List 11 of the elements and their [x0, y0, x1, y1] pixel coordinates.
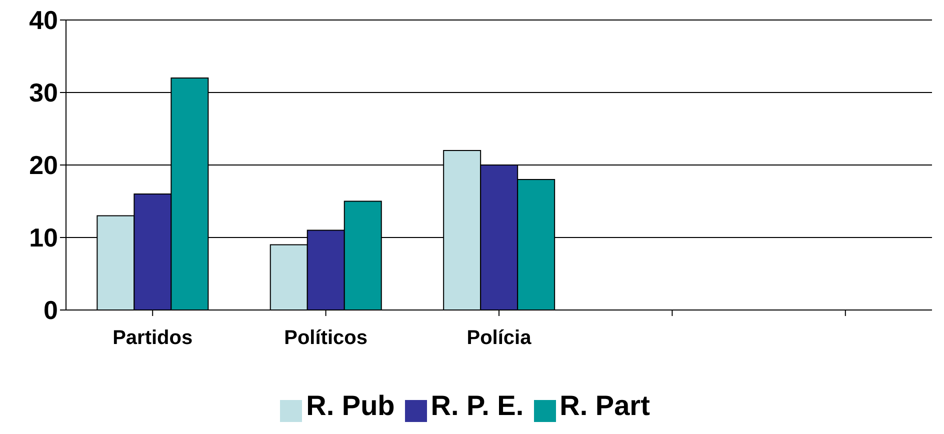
- y-tick-label: 0: [44, 295, 58, 326]
- x-tick-label: Polícia: [466, 327, 532, 350]
- y-tick-label: 10: [29, 222, 58, 253]
- x-tick-label: Políticos: [284, 327, 368, 350]
- x-tick-label: Partidos: [112, 327, 193, 350]
- y-tick-label: 40: [29, 5, 58, 36]
- y-tick-label: 30: [29, 78, 58, 108]
- y-tick-label: 20: [29, 150, 58, 180]
- legend-label: R. Part: [560, 390, 650, 421]
- legend-label: R. P. E.: [430, 390, 524, 421]
- legend-label: R. Pub: [306, 390, 395, 421]
